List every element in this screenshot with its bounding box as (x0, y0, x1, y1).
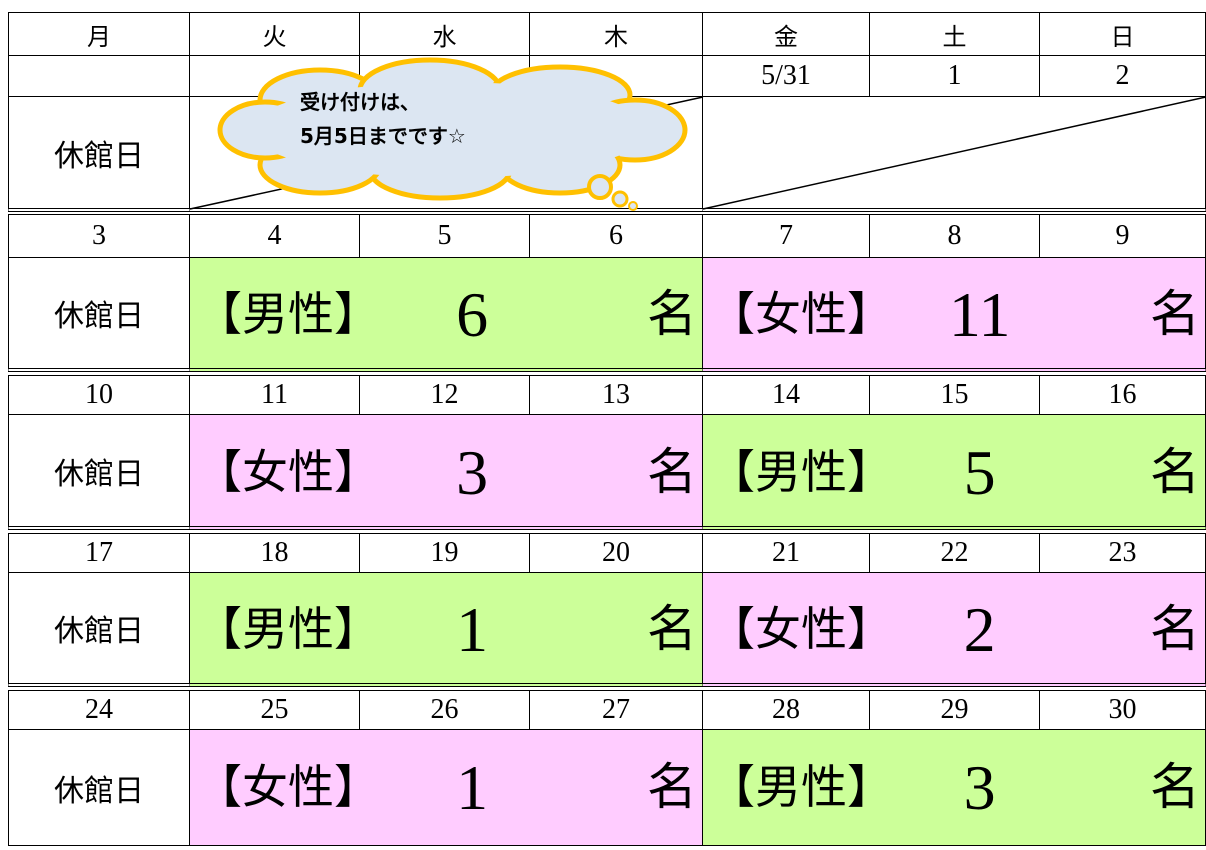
date-cell: 30 (1040, 690, 1206, 730)
count-value: 3 (963, 752, 996, 823)
count-block (703, 573, 1206, 687)
date-cell: 10 (8, 375, 190, 415)
unit-label: 名 (1150, 443, 1200, 500)
day-header: 金 (703, 12, 870, 56)
count-block (190, 573, 703, 687)
count-block (190, 415, 703, 530)
date-cell: 27 (530, 690, 703, 730)
gender-label: 【女性】 (196, 760, 380, 814)
day-header: 木 (530, 12, 703, 56)
date-cell: 3 (8, 214, 190, 258)
date-cell: 11 (190, 375, 360, 415)
date-cell: 18 (190, 533, 360, 573)
date-cell: 20 (530, 533, 703, 573)
closed-cell: 休館日 (8, 573, 190, 687)
gender-label: 【男性】 (709, 760, 893, 814)
empty-cell (703, 97, 870, 212)
count-block (703, 730, 1206, 846)
unit-label: 名 (647, 601, 697, 657)
gender-label: 【男性】 (709, 444, 893, 499)
unit-label: 名 (647, 759, 697, 815)
date-cell: 26 (360, 690, 530, 730)
date-cell: 22 (870, 533, 1040, 573)
cloud-dot (628, 201, 638, 211)
date-cell: 17 (8, 533, 190, 573)
gender-label: 【男性】 (196, 602, 380, 656)
empty-cell (360, 97, 530, 212)
count-value: 3 (456, 436, 489, 508)
count-value: 5 (963, 436, 996, 508)
gender-label: 【女性】 (709, 602, 893, 656)
date-cell: 5/31 (703, 56, 870, 97)
closed-cell: 休館日 (8, 258, 190, 372)
date-cell: 23 (1040, 533, 1206, 573)
date-cell: 28 (703, 690, 870, 730)
callout-text: 受け付けは、 (300, 90, 420, 114)
date-cell: 8 (870, 214, 1040, 258)
count-value: 1 (456, 752, 489, 823)
gender-label: 【女性】 (196, 444, 380, 499)
date-cell: 1 (870, 56, 1040, 97)
date-cell: 7 (703, 214, 870, 258)
diagonal (702, 96, 1206, 210)
date-cell: 29 (870, 690, 1040, 730)
unit-label: 名 (1150, 759, 1200, 815)
date-cell: 25 (190, 690, 360, 730)
count-value: 2 (963, 594, 996, 665)
date-cell: 13 (530, 375, 703, 415)
date-cell (8, 56, 190, 97)
count-block (190, 258, 703, 372)
day-header: 水 (360, 12, 530, 56)
date-cell: 14 (703, 375, 870, 415)
gender-label: 【女性】 (709, 287, 893, 341)
empty-cell (530, 97, 703, 212)
date-cell: 6 (530, 214, 703, 258)
date-cell: 12 (360, 375, 530, 415)
count-block (703, 258, 1206, 372)
count-block (703, 415, 1206, 530)
count-value: 11 (948, 279, 1011, 350)
count-value: 6 (456, 279, 489, 350)
closed-cell: 休館日 (8, 415, 190, 530)
date-cell: 19 (360, 533, 530, 573)
cloud-fill (250, 82, 650, 178)
closed-cell: 休館日 (8, 97, 190, 212)
gender-label: 【男性】 (196, 287, 380, 341)
date-cell: 5 (360, 214, 530, 258)
count-value: 1 (456, 594, 489, 665)
date-cell: 15 (870, 375, 1040, 415)
date-cell: 16 (1040, 375, 1206, 415)
cloud-dot (587, 174, 613, 200)
day-header: 火 (190, 12, 360, 56)
unit-label: 名 (1150, 601, 1200, 657)
date-cell: 24 (8, 690, 190, 730)
empty-cell (190, 97, 360, 212)
unit-label: 名 (647, 286, 697, 342)
unit-label: 名 (647, 443, 697, 500)
date-cell: 4 (190, 214, 360, 258)
callout-text: 5月5日までです☆ (300, 124, 466, 148)
date-cell: 9 (1040, 214, 1206, 258)
day-header: 月 (8, 12, 190, 56)
day-header: 土 (870, 12, 1040, 56)
cloud-dot (611, 190, 629, 208)
count-block (190, 730, 703, 846)
date-cell: 21 (703, 533, 870, 573)
unit-label: 名 (1150, 286, 1200, 342)
empty-cell (870, 97, 1040, 212)
closed-cell: 休館日 (8, 730, 190, 846)
